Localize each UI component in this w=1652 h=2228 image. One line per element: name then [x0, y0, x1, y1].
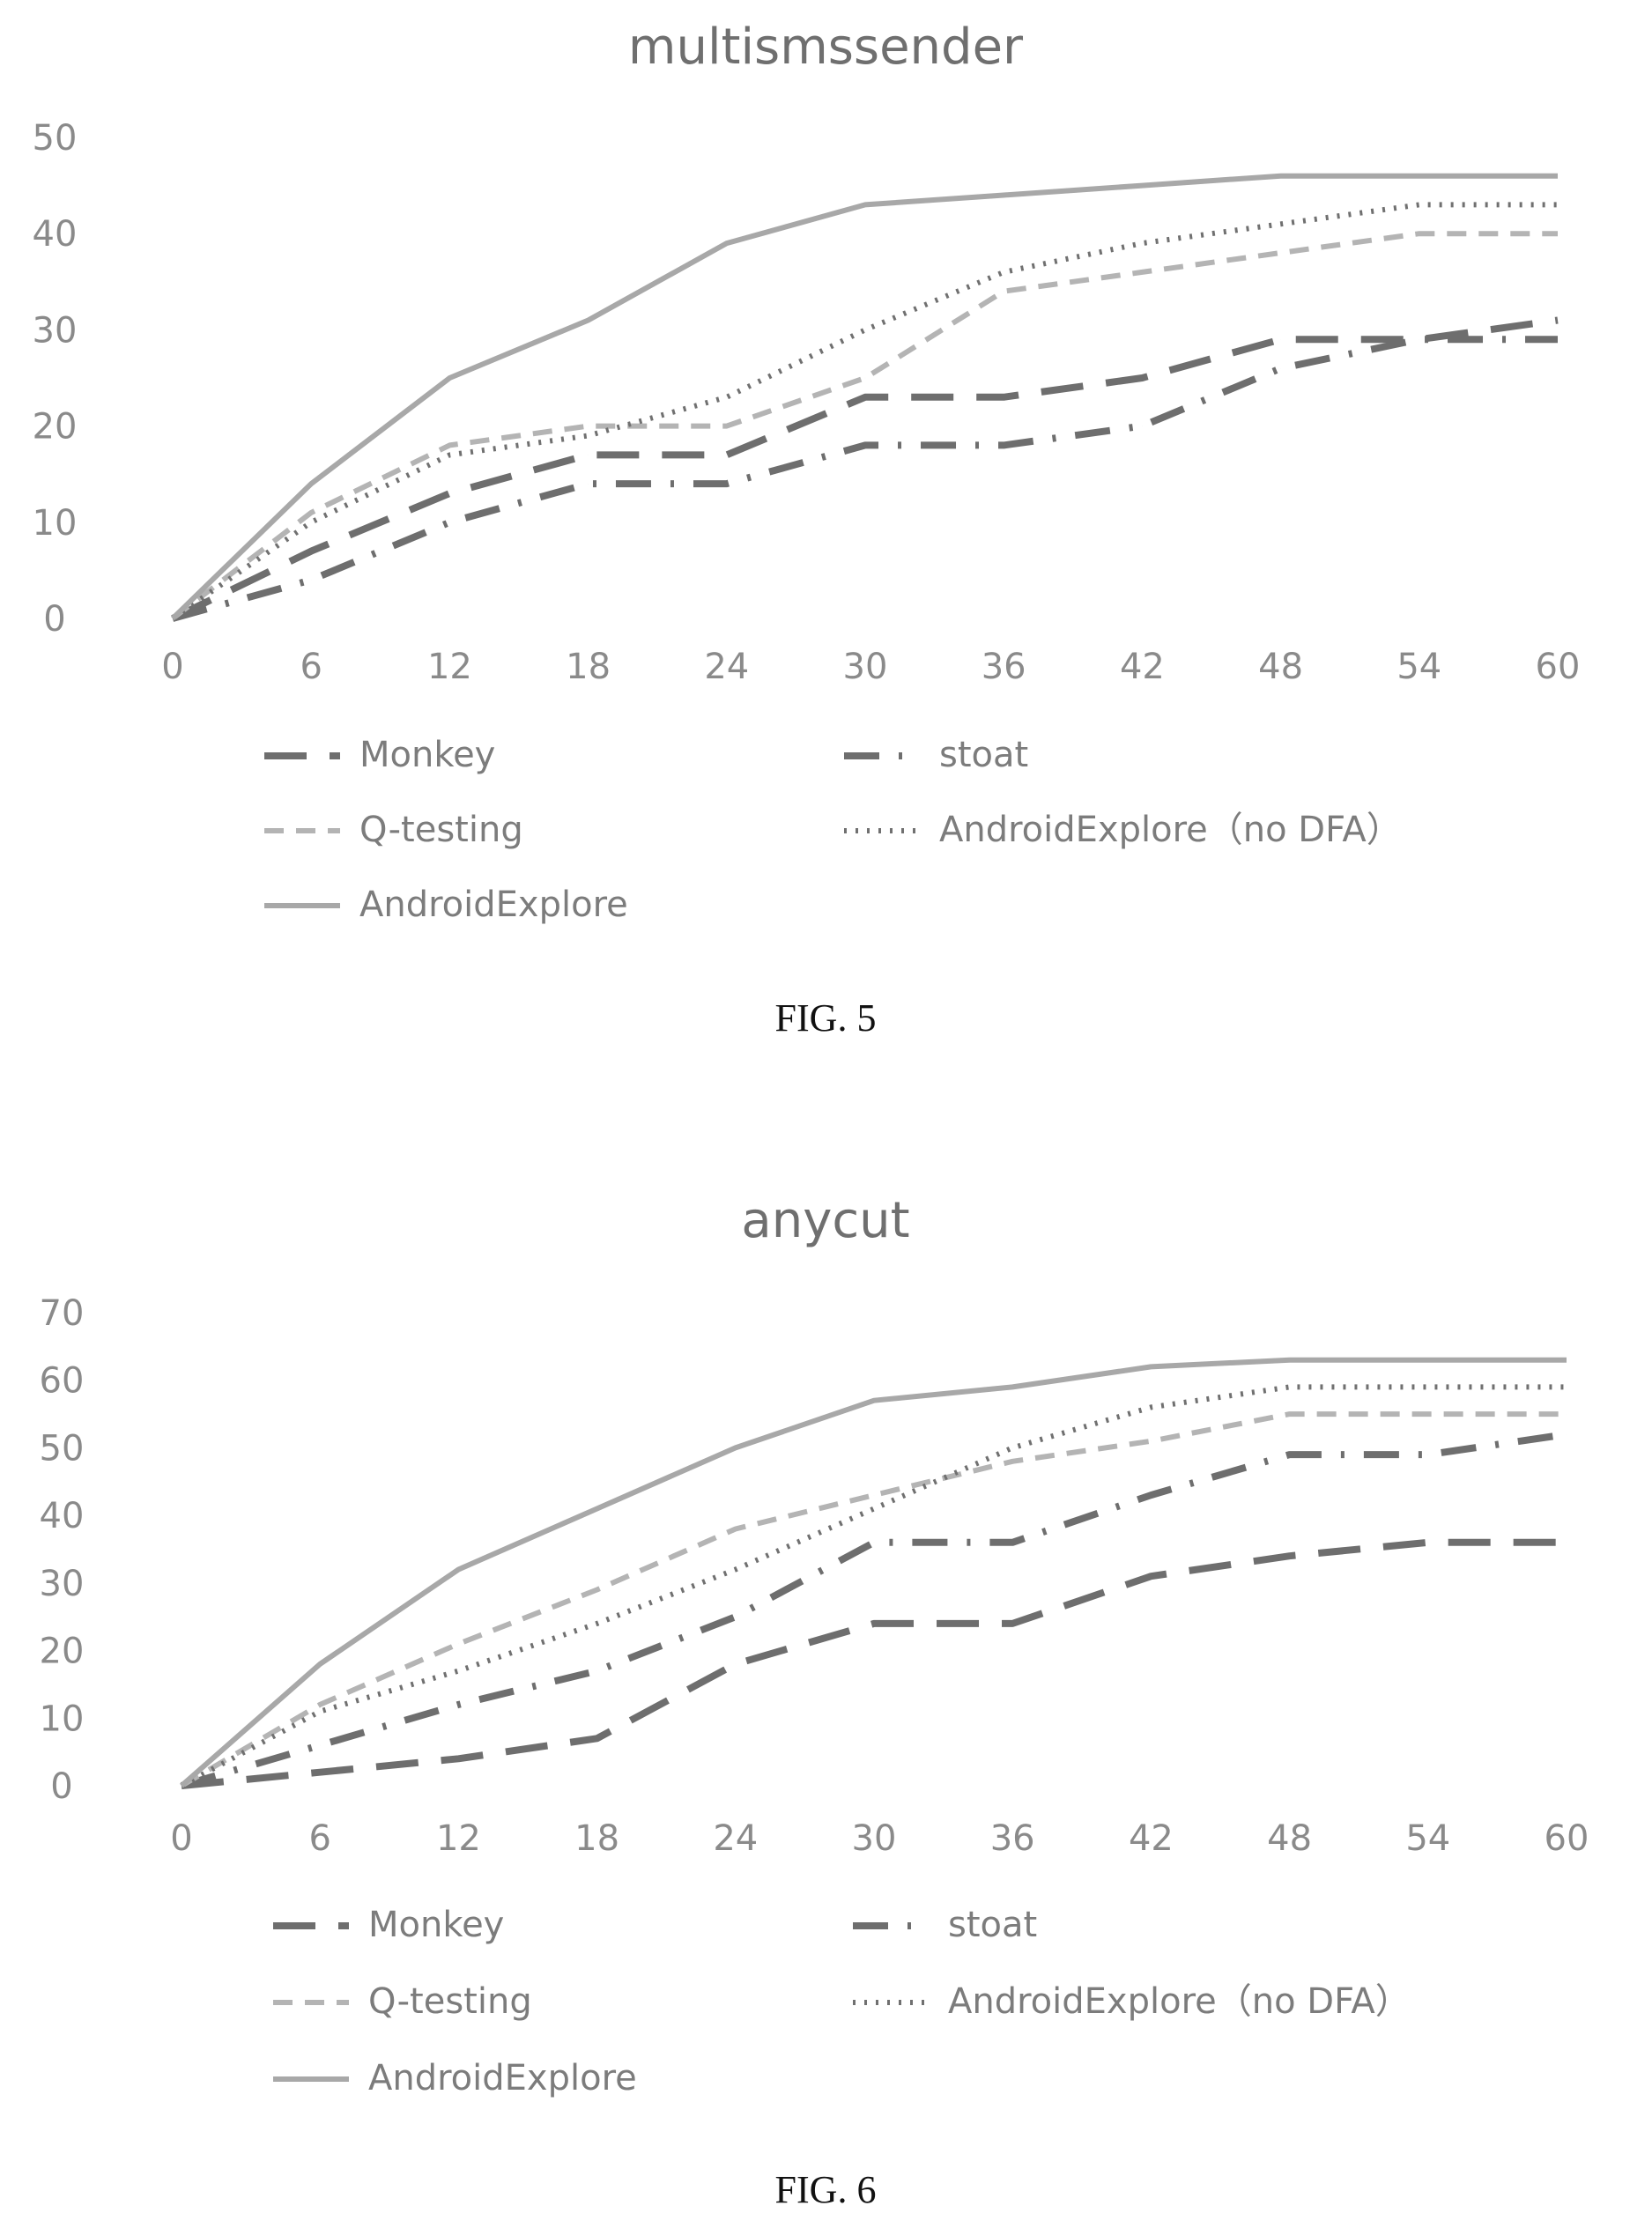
- y-tick-label: 60: [40, 1361, 85, 1402]
- series-line: [171, 231, 1558, 621]
- series-4: [180, 1357, 1567, 1788]
- line-chart-multismssender: multismssender 0 10 20 30 40 50 0 6 12 18 24 30 36 42 4…: [33, 19, 1581, 1040]
- y-tick-label: 0: [43, 599, 65, 640]
- x-tick-label: 12: [427, 647, 472, 687]
- y-tick-label: 70: [40, 1293, 85, 1334]
- series-1: [180, 1431, 1567, 1789]
- x-tick-label: 42: [1129, 1818, 1174, 1859]
- figure-6: anycut 0 10 20 30 40 50 60 70 0 6 12 18 24 30 36 42 48 54 6…: [0, 1172, 1652, 2228]
- x-tick-label: 48: [1267, 1818, 1312, 1859]
- figure-caption: FIG. 5: [775, 996, 877, 1040]
- y-tick-label: 10: [40, 1699, 85, 1739]
- legend-label: AndroidExplore（no DFA）: [939, 810, 1402, 850]
- x-tick-label: 30: [843, 647, 888, 687]
- legend-item: AndroidExplore: [264, 885, 628, 925]
- figure-caption: FIG. 6: [775, 2168, 877, 2211]
- legend-label: Q-testing: [368, 1981, 532, 2022]
- legend-label: stoat: [948, 1905, 1037, 1945]
- y-tick-label: 40: [33, 214, 78, 255]
- x-tick-label: 24: [704, 647, 749, 687]
- x-tick-label: 54: [1396, 647, 1441, 687]
- chart-title: multismssender: [628, 19, 1024, 76]
- x-tick-label: 6: [308, 1818, 330, 1859]
- x-tick-label: 12: [436, 1818, 481, 1859]
- legend-label: Monkey: [359, 735, 495, 775]
- series-line: [181, 1538, 1567, 1789]
- x-tick-label: 0: [161, 647, 183, 687]
- y-tick-label: 50: [33, 118, 78, 159]
- legend-item: AndroidExplore（no DFA）: [844, 810, 1402, 850]
- y-tick-label: 40: [40, 1496, 85, 1536]
- y-tick-label: 20: [40, 1632, 85, 1672]
- x-tick-label: 0: [170, 1818, 192, 1859]
- series-line: [180, 1384, 1567, 1788]
- chart-title: anycut: [741, 1192, 909, 1249]
- x-tick-label: 60: [1536, 647, 1581, 687]
- legend-item: Monkey: [273, 1905, 504, 1945]
- x-tick-label: 6: [300, 647, 322, 687]
- y-tick-label: 30: [33, 310, 78, 351]
- series-line: [180, 1411, 1567, 1788]
- series-4: [170, 173, 1559, 621]
- legend-label: AndroidExplore: [368, 2058, 637, 2098]
- series-2: [180, 1411, 1567, 1788]
- y-tick-label: 20: [33, 407, 78, 448]
- x-tick-label: 36: [990, 1818, 1035, 1859]
- series-line: [180, 1357, 1567, 1788]
- x-tick-label: 30: [852, 1818, 897, 1859]
- y-tick-label: 0: [50, 1766, 72, 1807]
- x-tick-label: 48: [1258, 647, 1303, 687]
- legend-label: AndroidExplore: [359, 885, 628, 925]
- legend-item: Q-testing: [264, 810, 523, 850]
- legend-item: Q-testing: [273, 1981, 532, 2022]
- series-0: [171, 316, 1559, 622]
- x-tick-label: 36: [982, 647, 1026, 687]
- x-tick-label: 18: [574, 1818, 619, 1859]
- series-line: [171, 202, 1558, 621]
- series-2: [171, 231, 1559, 621]
- legend-label: AndroidExplore（no DFA）: [948, 1981, 1411, 2022]
- series-line: [171, 316, 1559, 622]
- legend-item: stoat: [853, 1905, 1037, 1945]
- line-chart-anycut: anycut 0 10 20 30 40 50 60 70 0 6 12 18 24 30 36 42 48 54 6…: [40, 1192, 1589, 2211]
- x-tick-label: 18: [566, 647, 611, 687]
- legend-item: AndroidExplore: [273, 2058, 637, 2098]
- series-0: [181, 1538, 1567, 1789]
- x-tick-label: 42: [1120, 647, 1165, 687]
- legend-label: stoat: [939, 735, 1028, 775]
- legend-item: stoat: [844, 735, 1028, 775]
- series-line: [180, 1431, 1567, 1789]
- x-tick-label: 54: [1405, 1818, 1450, 1859]
- series-line: [171, 336, 1558, 622]
- x-tick-label: 60: [1545, 1818, 1589, 1859]
- legend-item: AndroidExplore（no DFA）: [853, 1981, 1411, 2022]
- series-3: [171, 202, 1559, 621]
- y-tick-label: 10: [33, 503, 78, 544]
- y-tick-label: 30: [40, 1564, 85, 1604]
- legend-item: Monkey: [264, 735, 495, 775]
- series-1: [171, 336, 1559, 622]
- legend-label: Monkey: [368, 1905, 504, 1945]
- y-tick-label: 50: [40, 1428, 85, 1469]
- x-tick-label: 24: [713, 1818, 758, 1859]
- legend-label: Q-testing: [359, 810, 523, 850]
- figure-5: multismssender 0 10 20 30 40 50 0 6 12 18 24 30 36 42 4…: [0, 0, 1652, 1101]
- series-3: [180, 1384, 1567, 1788]
